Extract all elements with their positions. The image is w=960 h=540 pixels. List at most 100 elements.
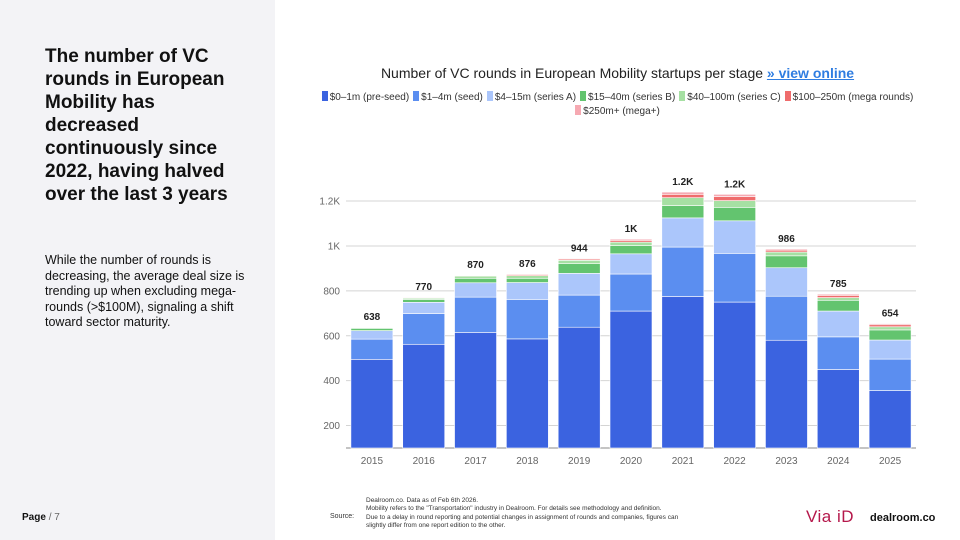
x-tick-label: 2021 xyxy=(672,456,695,467)
legend-label: $250m+ (mega+) xyxy=(583,106,660,117)
legend-swatch xyxy=(575,105,582,115)
legend-item: $1–4m (seed) xyxy=(413,91,483,105)
bar-segment xyxy=(402,296,446,299)
legend-item: $250m+ (mega+) xyxy=(575,105,660,119)
total-label: 1K xyxy=(625,224,639,235)
source-line: slightly differ from one report edition … xyxy=(366,521,506,529)
bar-segment xyxy=(609,238,653,241)
total-label: 986 xyxy=(778,234,795,245)
total-label: 770 xyxy=(415,282,432,293)
bar-segment xyxy=(506,277,549,283)
chart-title: Number of VC rounds in European Mobility… xyxy=(290,65,945,81)
x-tick-label: 2024 xyxy=(827,456,850,467)
bar-segment xyxy=(557,263,601,274)
bar-segment xyxy=(506,275,549,279)
bar-segment xyxy=(816,369,860,449)
bar-segment xyxy=(661,217,705,248)
headline: The number of VC rounds in European Mobi… xyxy=(45,46,228,205)
view-online-link[interactable]: » view online xyxy=(766,65,855,81)
bar-segment xyxy=(816,336,860,370)
bar-segment xyxy=(713,253,756,303)
bar-segment xyxy=(350,330,394,340)
y-tick-label: 1K xyxy=(328,241,341,252)
page-number: Page / 7 xyxy=(22,512,60,523)
bar-segment xyxy=(350,328,394,331)
bar-segment xyxy=(765,255,808,269)
bar-segment xyxy=(713,207,756,222)
x-tick-label: 2023 xyxy=(775,456,798,467)
bar-segment xyxy=(609,273,653,312)
bar-segment xyxy=(816,299,860,312)
y-tick-label: 400 xyxy=(323,376,340,387)
legend-item: $40–100m (series C) xyxy=(679,91,781,105)
total-label: 1.2K xyxy=(672,177,694,188)
bar-segment xyxy=(557,258,601,260)
y-tick-label: 800 xyxy=(323,286,340,297)
bar-segment xyxy=(506,299,549,340)
bar-segment xyxy=(609,253,653,275)
page-label: Page xyxy=(22,512,46,523)
y-tick-label: 1.2K xyxy=(319,197,340,208)
bar-segment xyxy=(713,301,756,449)
legend-label: $100–250m (mega rounds) xyxy=(792,92,914,103)
bar-segment xyxy=(661,205,705,219)
legend-label: $15–40m (series B) xyxy=(588,92,676,103)
bar-segment xyxy=(765,248,808,251)
bar-segment xyxy=(816,310,860,338)
source-text: Dealroom.co. Data as of Feb 6th 2026. Mo… xyxy=(366,497,746,530)
bar-segment xyxy=(661,194,705,198)
bar-segment xyxy=(661,296,705,449)
legend-swatch xyxy=(784,91,791,101)
bar-segment xyxy=(868,390,912,449)
legend-swatch xyxy=(321,91,328,101)
legend-label: $1–4m (seed) xyxy=(421,92,483,103)
bar-segment xyxy=(609,310,653,449)
bar-segment xyxy=(506,273,549,275)
total-label: 638 xyxy=(364,312,381,323)
legend-item: $100–250m (mega rounds) xyxy=(784,91,914,105)
x-tick-label: 2017 xyxy=(464,456,487,467)
bar-segment xyxy=(868,358,912,391)
total-label: 785 xyxy=(830,279,847,290)
legend-item: $4–15m (series A) xyxy=(486,91,576,105)
chart-legend: $0–1m (pre-seed) $1–4m (seed) $4–15m (seri… xyxy=(305,91,930,119)
bar-segment xyxy=(350,359,394,449)
bar-segment xyxy=(402,299,446,303)
bar-segment xyxy=(609,241,653,246)
source-label: Source: xyxy=(330,513,355,520)
via-id-logo: Via iD xyxy=(806,507,855,526)
bar-segment xyxy=(868,326,912,331)
bar-segment xyxy=(454,332,497,449)
bar-segment xyxy=(557,260,601,264)
bar-segment xyxy=(506,282,549,300)
legend-swatch xyxy=(679,91,686,101)
bar-segment xyxy=(765,251,808,257)
bar-segment xyxy=(868,339,912,360)
bar-segment xyxy=(661,191,705,195)
bar-segment xyxy=(557,273,601,296)
bar-segment xyxy=(713,194,756,197)
total-label: 654 xyxy=(882,309,899,320)
bar-segment xyxy=(765,295,808,341)
x-tick-label: 2025 xyxy=(879,456,902,467)
left-panel: The number of VC rounds in European Mobi… xyxy=(0,0,275,540)
bar-segment xyxy=(816,293,860,296)
bar-segment xyxy=(402,343,446,449)
bar-segment xyxy=(609,245,653,255)
bar-segment xyxy=(765,267,808,297)
legend-swatch xyxy=(486,91,493,101)
total-label: 876 xyxy=(519,259,536,270)
source-line: Dealroom.co. Data as of Feb 6th 2026. xyxy=(366,497,479,504)
bar-segment xyxy=(868,329,912,341)
bar-segment xyxy=(713,200,756,208)
bar-segment xyxy=(557,326,601,449)
page-num: 7 xyxy=(54,512,60,523)
legend-swatch xyxy=(580,91,587,101)
total-label: 944 xyxy=(571,244,588,255)
bar-segment xyxy=(506,338,549,449)
legend-label: $0–1m (pre-seed) xyxy=(329,92,410,103)
total-label: 870 xyxy=(467,260,484,271)
source-line: Mobility refers to the "Transportation" … xyxy=(366,505,662,513)
bar-segment xyxy=(868,324,912,328)
